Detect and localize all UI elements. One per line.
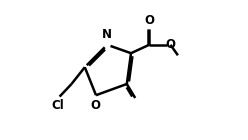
Text: Cl: Cl xyxy=(52,99,64,112)
Text: O: O xyxy=(165,38,176,51)
Text: N: N xyxy=(102,28,112,41)
Text: O: O xyxy=(144,14,154,27)
Text: O: O xyxy=(90,99,100,112)
